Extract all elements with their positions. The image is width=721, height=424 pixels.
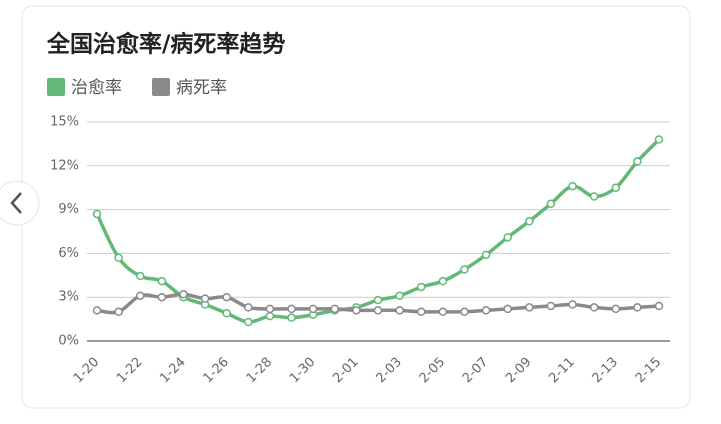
data-point: [611, 183, 621, 192]
data-point: [525, 217, 534, 226]
y-tick-label: 3%: [58, 290, 79, 305]
data-point: [633, 157, 642, 166]
legend-label: 治愈率: [71, 78, 122, 98]
data-point: [114, 307, 123, 317]
y-tick-label: 6%: [58, 246, 79, 261]
data-point: [157, 276, 167, 286]
data-point: [589, 303, 599, 312]
data-point: [654, 135, 664, 144]
data-point: [330, 304, 340, 314]
data-point: [265, 311, 275, 321]
data-point: [135, 291, 145, 300]
data-point: [92, 209, 102, 219]
data-point: [438, 307, 448, 317]
data-point: [114, 253, 123, 263]
data-point: [546, 301, 556, 311]
data-point: [222, 292, 231, 302]
y-tick-label: 0%: [58, 334, 79, 349]
back-button[interactable]: [0, 180, 40, 226]
data-point: [200, 294, 210, 303]
data-point: [460, 307, 469, 317]
data-point: [395, 291, 404, 300]
data-point: [416, 307, 426, 317]
data-point: [568, 181, 577, 191]
data-point: [308, 304, 318, 314]
data-point: [589, 192, 599, 201]
data-point: [287, 304, 296, 314]
data-point: [481, 306, 491, 315]
legend-swatch: [47, 78, 65, 96]
chart-title: 全国治愈率/病死率趋势: [46, 31, 285, 58]
data-point: [460, 265, 469, 274]
data-point: [135, 271, 145, 281]
data-point: [244, 317, 253, 327]
data-point: [287, 313, 296, 322]
y-tick-label: 9%: [58, 202, 79, 217]
data-point: [525, 303, 534, 312]
data-point: [481, 250, 491, 260]
data-point: [546, 199, 556, 209]
data-point: [395, 306, 404, 315]
data-point: [265, 304, 275, 314]
y-tick-label: 15%: [50, 115, 79, 130]
data-point: [503, 304, 512, 314]
data-point: [611, 304, 621, 314]
back-arrow: [10, 192, 22, 214]
data-point: [352, 306, 361, 315]
data-point: [244, 303, 253, 312]
data-point: [157, 292, 167, 302]
data-point: [568, 300, 577, 309]
data-point: [373, 306, 383, 315]
data-point: [633, 303, 642, 312]
card: [21, 5, 691, 409]
data-point: [503, 233, 512, 242]
data-point: [92, 306, 102, 315]
data-point: [222, 309, 231, 318]
y-tick-label: 12%: [50, 158, 79, 173]
data-point: [438, 276, 448, 286]
data-point: [654, 301, 664, 311]
data-point: [373, 295, 383, 305]
data-point: [416, 282, 426, 292]
legend-label: 病死率: [176, 78, 227, 98]
data-point: [179, 290, 188, 299]
legend-swatch: [152, 78, 170, 96]
